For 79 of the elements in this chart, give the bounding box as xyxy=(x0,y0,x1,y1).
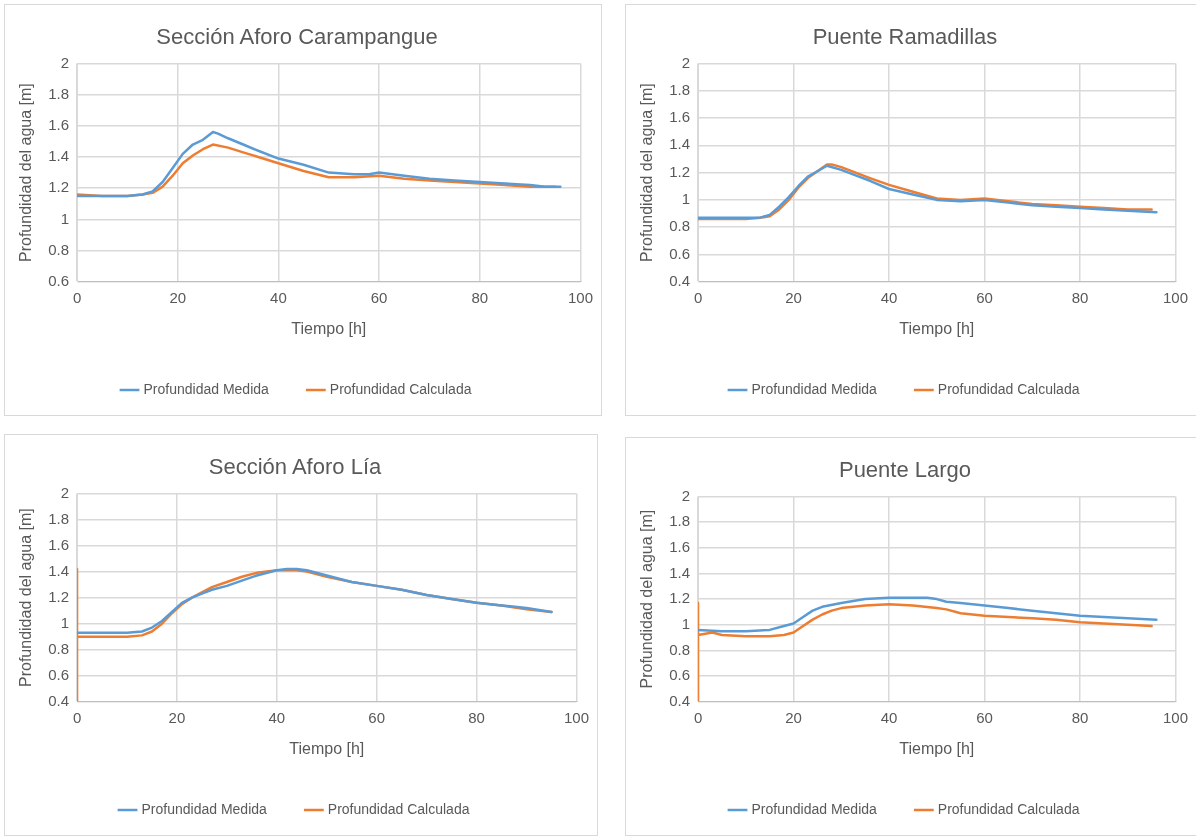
x-tick-label: 20 xyxy=(785,288,802,306)
y-tick-label: 1 xyxy=(681,190,691,208)
x-tick-label: 20 xyxy=(169,288,187,306)
legend-label: Profundidad Calculada xyxy=(937,380,1080,397)
y-tick-label: 1.2 xyxy=(48,587,70,605)
y-tick-label: 0.8 xyxy=(669,217,691,235)
legend-label: Profundidad Medida xyxy=(141,800,268,817)
y-tick-label: 1.2 xyxy=(669,162,691,180)
chart-title: Sección Aforo Carampangue xyxy=(156,24,438,50)
y-tick-label: 1.8 xyxy=(669,512,691,530)
y-tick-label: 1 xyxy=(681,614,691,632)
y-tick-label: 1.4 xyxy=(669,563,691,581)
chart-title: Sección Aforo Lía xyxy=(208,454,382,480)
y-tick-label: 1.8 xyxy=(48,84,70,102)
y-axis-title: Profundidad del agua [m] xyxy=(17,508,35,687)
x-tick-label: 0 xyxy=(72,708,82,726)
legend-label: Profundidad Medida xyxy=(751,800,878,817)
y-tick-label: 1.2 xyxy=(48,178,70,196)
chart-title: Puente Largo xyxy=(838,457,972,483)
legend-label: Profundidad Calculada xyxy=(327,800,470,817)
x-tick-label: 80 xyxy=(1071,708,1089,726)
y-tick-label: 2 xyxy=(681,486,691,504)
x-tick-label: 0 xyxy=(693,708,703,726)
x-tick-label: 40 xyxy=(268,708,286,726)
y-tick-label: 0.8 xyxy=(48,639,70,657)
legend-label: Profundidad Calculada xyxy=(329,380,472,397)
y-tick-label: 0.6 xyxy=(669,244,691,262)
y-tick-label: 1.6 xyxy=(48,115,70,133)
x-tick-label: 60 xyxy=(370,288,388,306)
y-tick-label: 1.6 xyxy=(48,535,70,553)
x-tick-label: 100 xyxy=(1162,288,1188,306)
y-tick-label: 0.6 xyxy=(48,665,70,683)
legend-label: Profundidad Medida xyxy=(143,380,270,397)
legend-label: Profundidad Calculada xyxy=(937,800,1080,817)
x-axis-title: Tiempo [h] xyxy=(899,319,975,337)
chart-title: Puente Ramadillas xyxy=(812,24,998,50)
x-tick-label: 20 xyxy=(168,708,186,726)
x-tick-label: 20 xyxy=(785,708,802,726)
y-tick-label: 1.8 xyxy=(669,80,691,98)
y-axis-title: Profundidad del agua [m] xyxy=(17,83,35,262)
x-axis-title: Tiempo [h] xyxy=(289,739,365,757)
x-tick-label: 100 xyxy=(1162,708,1188,726)
y-tick-label: 0.6 xyxy=(48,271,70,289)
x-tick-label: 100 xyxy=(567,288,593,306)
y-tick-label: 1 xyxy=(60,209,70,227)
x-tick-label: 0 xyxy=(72,288,82,306)
x-tick-label: 40 xyxy=(880,708,898,726)
x-tick-label: 40 xyxy=(880,288,898,306)
x-tick-label: 40 xyxy=(270,288,287,306)
y-tick-label: 1.4 xyxy=(48,561,70,579)
y-axis-title: Profundidad del agua [m] xyxy=(638,83,656,262)
y-tick-label: 1.4 xyxy=(48,147,70,165)
x-tick-label: 80 xyxy=(1071,288,1089,306)
x-tick-label: 80 xyxy=(471,288,489,306)
y-tick-label: 0.4 xyxy=(669,691,691,709)
x-tick-label: 60 xyxy=(368,708,386,726)
x-tick-label: 100 xyxy=(563,708,589,726)
x-tick-label: 60 xyxy=(976,288,993,306)
y-tick-label: 1.8 xyxy=(48,509,70,527)
y-tick-label: 1.2 xyxy=(669,589,691,607)
x-axis-title: Tiempo [h] xyxy=(291,319,367,337)
y-tick-label: 0.4 xyxy=(48,691,70,709)
y-tick-label: 1.6 xyxy=(669,108,691,126)
x-tick-label: 0 xyxy=(693,288,703,306)
y-tick-label: 1.4 xyxy=(669,135,691,153)
y-tick-label: 2 xyxy=(60,53,70,71)
x-axis-title: Tiempo [h] xyxy=(899,739,975,757)
y-tick-label: 2 xyxy=(60,483,70,501)
y-tick-label: 0.8 xyxy=(48,240,70,258)
y-tick-label: 1 xyxy=(60,613,70,631)
y-tick-label: 0.6 xyxy=(669,666,691,684)
legend-label: Profundidad Medida xyxy=(751,380,878,397)
y-tick-label: 1.6 xyxy=(669,537,691,555)
x-tick-label: 60 xyxy=(976,708,993,726)
x-tick-label: 80 xyxy=(468,708,485,726)
y-tick-label: 2 xyxy=(681,53,691,71)
y-axis-title: Profundidad del agua [m] xyxy=(638,509,656,689)
y-tick-label: 0.4 xyxy=(669,271,691,289)
y-tick-label: 0.8 xyxy=(669,640,691,658)
